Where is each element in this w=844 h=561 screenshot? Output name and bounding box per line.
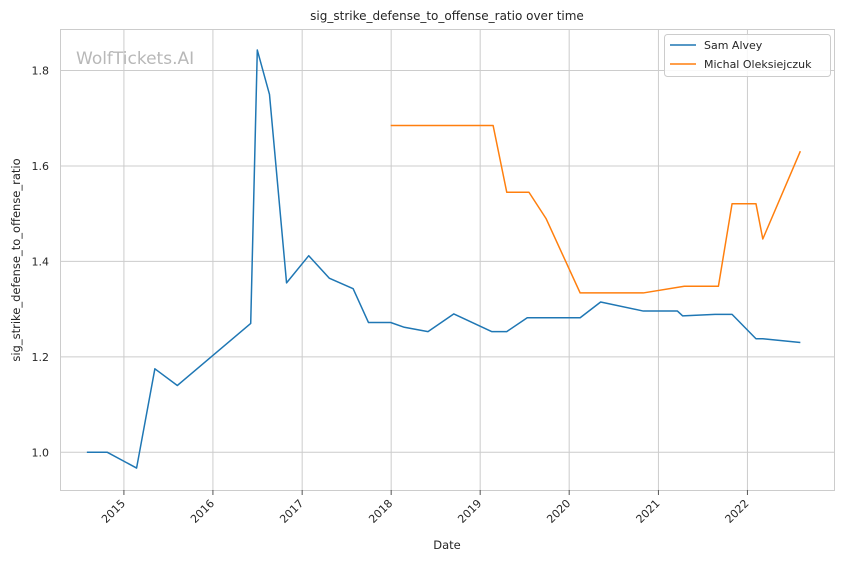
x-axis-title: Date xyxy=(433,538,461,552)
y-tick-label: 1.8 xyxy=(32,65,50,78)
series-line-1 xyxy=(86,49,801,469)
y-axis-title: sig_strike_defense_to_offense_ratio xyxy=(9,158,23,361)
legend-label-2: Michal Oleksiejczuk xyxy=(704,58,812,71)
legend-label-1: Sam Alvey xyxy=(704,39,763,52)
y-tick-label: 1.2 xyxy=(32,351,50,364)
legend-box xyxy=(664,34,831,77)
y-tick-label: 1.6 xyxy=(32,160,50,173)
chart-title: sig_strike_defense_to_offense_ratio over… xyxy=(310,9,584,23)
plot-frame xyxy=(60,29,835,491)
legend: Sam Alvey Michal Oleksiejczuk xyxy=(664,34,831,77)
watermark-text: WolfTickets.AI xyxy=(76,49,194,69)
y-tick-label: 1.0 xyxy=(32,446,50,459)
series-lines xyxy=(86,49,802,469)
series-line-2 xyxy=(390,124,802,294)
y-axis-ticks: 1.0 1.2 1.4 1.6 1.8 xyxy=(32,65,50,460)
y-tick-label: 1.4 xyxy=(32,255,50,268)
